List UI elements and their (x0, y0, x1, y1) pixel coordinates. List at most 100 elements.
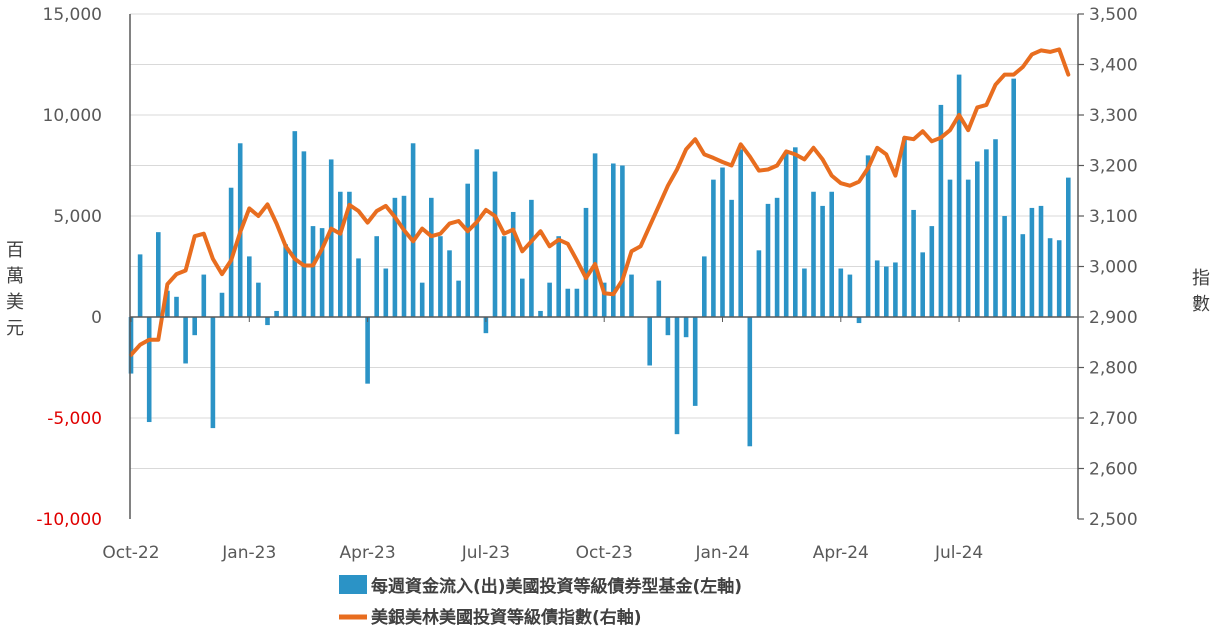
bar-69 (756, 250, 762, 317)
right-tick-label-10: 3,500 (1089, 5, 1138, 25)
bar-55 (629, 274, 634, 317)
bar-47 (556, 236, 561, 317)
bar-81 (865, 155, 871, 317)
bar-78 (838, 268, 844, 317)
bar-10 (219, 292, 225, 317)
bar-67 (738, 149, 743, 317)
bar-51 (592, 153, 598, 317)
right-tick-label-4: 2,900 (1089, 308, 1138, 328)
bar-32 (419, 282, 425, 317)
bar-16 (274, 310, 279, 317)
right-tick-label-2: 2,700 (1089, 409, 1138, 429)
bar-91 (956, 74, 962, 317)
bar-19 (301, 151, 307, 317)
bar-79 (847, 274, 853, 317)
bar-85 (902, 137, 907, 317)
bar-93 (975, 161, 980, 317)
bar-series (128, 74, 1071, 447)
bar-103 (1066, 177, 1071, 317)
x-tick-label-6: Apr-24 (813, 543, 869, 563)
bar-24 (347, 191, 352, 317)
x-tick-label-5: Jan-24 (695, 543, 750, 563)
bar-8 (201, 274, 207, 317)
bar-2 (146, 317, 152, 423)
bar-9 (210, 317, 216, 429)
left-tick-label-1: -5,000 (47, 409, 102, 429)
bar-3 (156, 232, 161, 317)
bar-89 (938, 104, 944, 318)
bar-37 (465, 183, 470, 317)
legend: 每週資金流入(出)美國投資等級債券型基金(左軸) 美銀美林美國投資等級債指數(右… (339, 575, 742, 628)
bar-17 (283, 244, 288, 317)
bar-80 (856, 317, 862, 324)
left-axis-title-char-0: 百 (6, 240, 24, 261)
left-axis-title-char-1: 萬 (6, 266, 24, 287)
right-tick-label-6: 3,100 (1089, 207, 1138, 227)
right-tick-label-7: 3,200 (1089, 157, 1138, 177)
bar-25 (356, 258, 361, 317)
left-tick-label-3: 5,000 (53, 207, 102, 227)
bar-18 (292, 131, 298, 317)
right-axis-title-char-1: 數 (1192, 294, 1210, 315)
bar-58 (656, 280, 662, 317)
bar-13 (247, 256, 252, 317)
left-tick-label-0: -10,000 (36, 510, 102, 530)
bar-68 (747, 317, 753, 447)
bar-64 (711, 179, 716, 317)
bar-42 (510, 211, 516, 317)
left-tick-label-5: 15,000 (43, 5, 102, 25)
bar-35 (447, 250, 452, 317)
bar-76 (820, 205, 825, 317)
bar-28 (383, 268, 389, 317)
bar-71 (774, 197, 780, 317)
bar-11 (228, 187, 234, 317)
bar-6 (183, 317, 188, 364)
bar-36 (456, 280, 461, 317)
bar-102 (1056, 240, 1062, 317)
bar-20 (310, 226, 316, 317)
bar-65 (720, 167, 725, 317)
bar-21 (319, 228, 325, 317)
bar-97 (1011, 78, 1016, 317)
bar-66 (729, 199, 734, 317)
left-axis-ticks: -10,000 -5,000 0 5,000 10,000 15,000 (36, 5, 102, 530)
bar-46 (547, 282, 552, 317)
bar-101 (1047, 238, 1053, 317)
bar-44 (529, 199, 534, 317)
bar-74 (802, 268, 807, 317)
right-axis-title-char-0: 指 (1192, 268, 1210, 289)
bar-63 (702, 256, 707, 317)
bar-83 (884, 266, 889, 317)
bar-43 (520, 278, 525, 317)
legend-line-label: 美銀美林美國投資等級債指數(右軸) (371, 607, 642, 628)
bar-33 (429, 197, 434, 317)
bar-60 (674, 317, 680, 435)
bar-14 (256, 282, 261, 317)
left-axis-title-char-3: 元 (6, 318, 24, 339)
right-axis-ticks: 2,500 2,600 2,700 2,800 2,900 3,000 3,100 3,200… (1078, 5, 1138, 530)
bar-38 (474, 149, 480, 317)
left-tick-label-4: 10,000 (43, 106, 102, 126)
legend-bar-swatch (339, 575, 367, 594)
bar-59 (665, 317, 671, 336)
x-tick-label-0: Oct-22 (102, 543, 159, 563)
left-tick-label-2: 0 (91, 308, 102, 328)
gridlines (130, 13, 1078, 469)
bar-57 (647, 317, 652, 366)
bar-4 (165, 290, 170, 317)
bar-61 (683, 317, 689, 338)
right-tick-label-9: 3,400 (1089, 56, 1138, 76)
bar-96 (1002, 216, 1007, 317)
bar-29 (392, 197, 398, 317)
bar-99 (1029, 207, 1035, 317)
x-tick-label-3: Jul-23 (461, 543, 510, 563)
bar-54 (620, 165, 625, 317)
bar-88 (929, 226, 935, 317)
right-tick-label-0: 2,500 (1089, 510, 1138, 530)
bar-48 (565, 288, 571, 317)
bar-0 (128, 317, 134, 374)
right-tick-label-3: 2,800 (1089, 359, 1138, 379)
bar-86 (911, 209, 916, 317)
